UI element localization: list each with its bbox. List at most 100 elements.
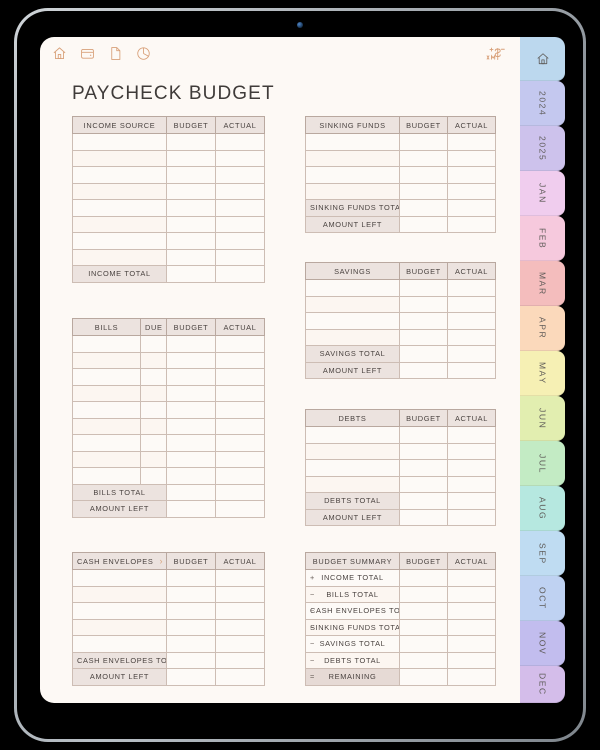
cell-due[interactable] (140, 384, 167, 402)
cell-budget[interactable] (399, 312, 448, 330)
bills-table[interactable]: BILLS DUE BUDGET ACTUAL BILLS T (72, 318, 265, 518)
total-row[interactable]: AMOUNT LEFT (305, 508, 496, 526)
summary-row[interactable]: − DEBTS TOTAL (305, 651, 496, 669)
cell-actual[interactable] (447, 602, 496, 620)
cell-actual[interactable] (447, 149, 496, 167)
cell-actual[interactable] (447, 618, 496, 636)
cell-due[interactable] (140, 351, 167, 369)
cell-budget[interactable] (399, 295, 448, 313)
cell-envelope[interactable] (72, 585, 167, 603)
table-row[interactable] (72, 215, 265, 233)
budget-summary-table[interactable]: BUDGET SUMMARY BUDGET ACTUAL + INCOME TOT… (305, 552, 496, 686)
cell-source[interactable] (72, 166, 167, 184)
cell-budget[interactable] (166, 248, 216, 266)
cell-budget[interactable] (166, 182, 216, 200)
remaining-row[interactable]: = REMAINING (305, 668, 496, 686)
table-row[interactable] (72, 182, 265, 200)
cell-actual[interactable] (215, 166, 265, 184)
cell-saving[interactable] (305, 295, 400, 313)
sidebar-tab-oct[interactable]: OCT (520, 576, 565, 621)
table-row[interactable] (72, 450, 265, 468)
pie-chart-icon[interactable] (136, 46, 151, 61)
cell-fund[interactable] (305, 182, 400, 200)
cell-source[interactable] (72, 199, 167, 217)
cell-saving[interactable] (305, 312, 400, 330)
table-row[interactable] (72, 384, 265, 402)
cell-fund[interactable] (305, 133, 400, 151)
page-icon[interactable] (108, 46, 123, 61)
total-row[interactable]: AMOUNT LEFT (305, 361, 496, 379)
cell-budget[interactable] (399, 585, 448, 603)
cell-budget[interactable] (399, 133, 448, 151)
cell-due[interactable] (140, 467, 167, 485)
sidebar-tab-jan[interactable]: JAN (520, 171, 565, 216)
cell-budget[interactable] (399, 199, 448, 217)
total-row[interactable]: DEBTS TOTAL (305, 492, 496, 510)
cell-fund[interactable] (305, 149, 400, 167)
cell-actual[interactable] (215, 133, 265, 151)
cell-budget[interactable] (166, 133, 216, 151)
cell-budget[interactable] (399, 182, 448, 200)
cell-actual[interactable] (447, 215, 496, 233)
cell-budget[interactable] (399, 166, 448, 184)
cell-actual[interactable] (215, 651, 265, 669)
cell-actual[interactable] (447, 651, 496, 669)
sidebar-tab-2025[interactable]: 2025 (520, 126, 565, 171)
cell-source[interactable] (72, 133, 167, 151)
cell-bill[interactable] (72, 401, 141, 419)
cell-budget[interactable] (399, 279, 448, 297)
cell-budget[interactable] (399, 345, 448, 363)
calculator-icon[interactable] (486, 44, 508, 69)
cell-budget[interactable] (166, 265, 216, 283)
cell-due[interactable] (140, 417, 167, 435)
cell-budget[interactable] (166, 585, 216, 603)
cell-budget[interactable] (166, 500, 216, 518)
cell-budget[interactable] (399, 508, 448, 526)
cell-budget[interactable] (166, 467, 216, 485)
table-row[interactable] (305, 312, 496, 330)
cell-source[interactable] (72, 182, 167, 200)
cell-budget[interactable] (166, 351, 216, 369)
sinking-funds-table[interactable]: SINKING FUNDS BUDGET ACTUAL SINKING FUND… (305, 116, 496, 233)
cell-actual[interactable] (215, 265, 265, 283)
cell-budget[interactable] (399, 149, 448, 167)
cell-actual[interactable] (215, 232, 265, 250)
column-header[interactable]: CASH ENVELOPES › (72, 552, 167, 570)
cell-actual[interactable] (215, 467, 265, 485)
cell-budget[interactable] (399, 668, 448, 686)
table-row[interactable] (305, 328, 496, 346)
table-row[interactable] (72, 569, 265, 587)
cell-source[interactable] (72, 248, 167, 266)
cash-envelopes-table[interactable]: CASH ENVELOPES › BUDGET ACTUAL CASH ENVEL… (72, 552, 265, 686)
cell-envelope[interactable] (72, 618, 167, 636)
cell-debt[interactable] (305, 442, 400, 460)
cell-budget[interactable] (166, 215, 216, 233)
sidebar-tab-jul[interactable]: JUL (520, 441, 565, 486)
cell-budget[interactable] (166, 401, 216, 419)
cell-budget[interactable] (166, 602, 216, 620)
summary-row[interactable]: − SAVINGS TOTAL (305, 635, 496, 653)
cell-budget[interactable] (166, 199, 216, 217)
cell-actual[interactable] (447, 668, 496, 686)
cell-actual[interactable] (215, 199, 265, 217)
cell-actual[interactable] (447, 199, 496, 217)
cell-budget[interactable] (166, 635, 216, 653)
table-row[interactable] (72, 166, 265, 184)
cell-actual[interactable] (215, 368, 265, 386)
cell-budget[interactable] (399, 602, 448, 620)
cell-bill[interactable] (72, 384, 141, 402)
table-row[interactable] (305, 279, 496, 297)
sidebar-tab-home[interactable] (520, 37, 565, 81)
cell-envelope[interactable] (72, 602, 167, 620)
cell-actual[interactable] (215, 149, 265, 167)
table-row[interactable] (305, 295, 496, 313)
cell-budget[interactable] (399, 635, 448, 653)
cell-actual[interactable] (447, 166, 496, 184)
cell-due[interactable] (140, 401, 167, 419)
total-row[interactable]: CASH ENVELOPES TOTAL (72, 651, 265, 669)
cell-actual[interactable] (447, 345, 496, 363)
table-row[interactable] (305, 182, 496, 200)
summary-row[interactable]: −CASH ENVELOPES TOTAL (305, 602, 496, 620)
cell-debt[interactable] (305, 426, 400, 444)
cell-actual[interactable] (447, 312, 496, 330)
